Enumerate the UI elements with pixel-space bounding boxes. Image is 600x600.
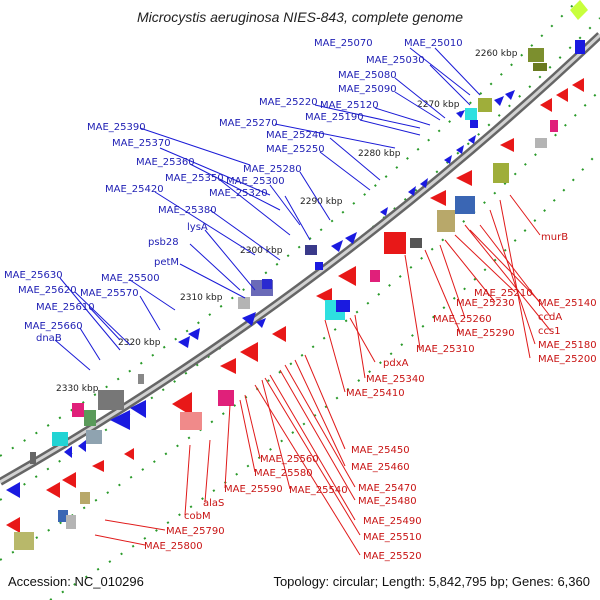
gene-label: MAE_25090: [338, 84, 397, 95]
gene-label: petM: [154, 257, 179, 268]
tick-label: 2310 kbp: [180, 293, 223, 303]
gene-label: MAE_25230: [456, 298, 515, 309]
gene-label: MAE_25580: [254, 468, 313, 479]
gene-label: MAE_25590: [224, 484, 283, 495]
gene-label: MAE_25280: [243, 164, 302, 175]
gene-label: psb28: [148, 237, 179, 248]
gene-label: MAE_25120: [320, 100, 379, 111]
gene-label: MAE_25010: [404, 38, 463, 49]
gene-label: MAE_25630: [4, 270, 63, 281]
gene-label: lysA: [187, 222, 208, 233]
gene-label: MAE_25190: [305, 112, 364, 123]
gene-label: MAE_25070: [314, 38, 373, 49]
gene-label: MAE_25270: [219, 118, 278, 129]
tick-label: 2300 kbp: [240, 246, 283, 256]
gene-label: MAE_25260: [433, 314, 492, 325]
gene-label: MAE_25420: [105, 184, 164, 195]
gene-label: MAE_25380: [158, 205, 217, 216]
gene-label: MAE_25540: [289, 485, 348, 496]
gene-label: MAE_25140: [538, 298, 597, 309]
gene-label: pdxA: [383, 358, 409, 369]
gene-label: MAE_25370: [112, 138, 171, 149]
tick-label: 2290 kbp: [300, 197, 343, 207]
map-title: Microcystis aeruginosa NIES-843, complet…: [137, 9, 463, 25]
topology-text: Topology: circular; Length: 5,842,795 bp…: [273, 574, 590, 589]
tick-labels: 2260 kbp 2270 kbp 2280 kbp 2290 kbp 2300…: [56, 49, 518, 394]
gene-label: MAE_25470: [358, 483, 417, 494]
gene-label: MAE_25340: [366, 374, 425, 385]
gene-features-lower: [6, 78, 584, 550]
gene-labels-blue: MAE_25070 MAE_25010 MAE_25030 MAE_25080 …: [4, 38, 463, 344]
gene-label: cobM: [184, 511, 211, 522]
gene-features-upper: [6, 0, 588, 498]
gene-label: MAE_25310: [416, 344, 475, 355]
gene-label: MAE_25350: [165, 173, 224, 184]
gene-label: MAE_25560: [260, 454, 319, 465]
gene-label: MAE_25520: [363, 551, 422, 562]
gene-label: MAE_25360: [136, 157, 195, 168]
gene-label: ccs1: [538, 326, 561, 337]
gene-label: MAE_25480: [358, 496, 417, 507]
gene-label: MAE_25500: [101, 273, 160, 284]
leader-lines-blue: [54, 47, 481, 371]
gene-label: MAE_25620: [18, 285, 77, 296]
gene-label: MAE_25460: [351, 462, 410, 473]
gene-label: dnaB: [36, 333, 62, 344]
gene-label: MAE_25180: [538, 340, 597, 351]
gene-label: MAE_25610: [36, 302, 95, 313]
tick-label: 2330 kbp: [56, 384, 99, 394]
gene-label: MAE_25790: [166, 526, 225, 537]
tick-label: 2270 kbp: [417, 100, 460, 110]
gene-label: MAE_25250: [266, 144, 325, 155]
leader-lines-red: [94, 194, 551, 556]
gene-label: MAE_25300: [226, 176, 285, 187]
gene-label: MAE_25080: [338, 70, 397, 81]
genome-backbone: [0, 32, 600, 486]
gene-label: murB: [541, 232, 568, 243]
gene-label: MAE_25570: [80, 288, 139, 299]
gene-label: alaS: [203, 498, 224, 509]
gene-label: MAE_25200: [538, 354, 597, 365]
tick-label: 2280 kbp: [358, 149, 401, 159]
gene-label: MAE_25210: [474, 288, 533, 299]
gene-label: MAE_25390: [87, 122, 146, 133]
gene-label: MAE_25240: [266, 130, 325, 141]
gene-label: MAE_25490: [363, 516, 422, 527]
tick-label: 2320 kbp: [118, 338, 161, 348]
tick-label: 2260 kbp: [475, 49, 518, 59]
gene-label: MAE_25410: [346, 388, 405, 399]
gene-label: MAE_25290: [456, 328, 515, 339]
gene-label: MAE_25660: [24, 321, 83, 332]
gene-label: MAE_25320: [209, 188, 268, 199]
gene-labels-red: murB MAE_25210 MAE_25140 MAE_25230 ccdA …: [144, 232, 597, 562]
gene-label: MAE_25450: [351, 445, 410, 456]
gene-label: MAE_25800: [144, 541, 203, 552]
accession-text: Accession: NC_010296: [8, 574, 144, 589]
gene-label: MAE_25030: [366, 55, 425, 66]
gene-label: MAE_25220: [259, 97, 318, 108]
gene-label: MAE_25510: [363, 532, 422, 543]
gene-label: ccdA: [538, 312, 562, 323]
